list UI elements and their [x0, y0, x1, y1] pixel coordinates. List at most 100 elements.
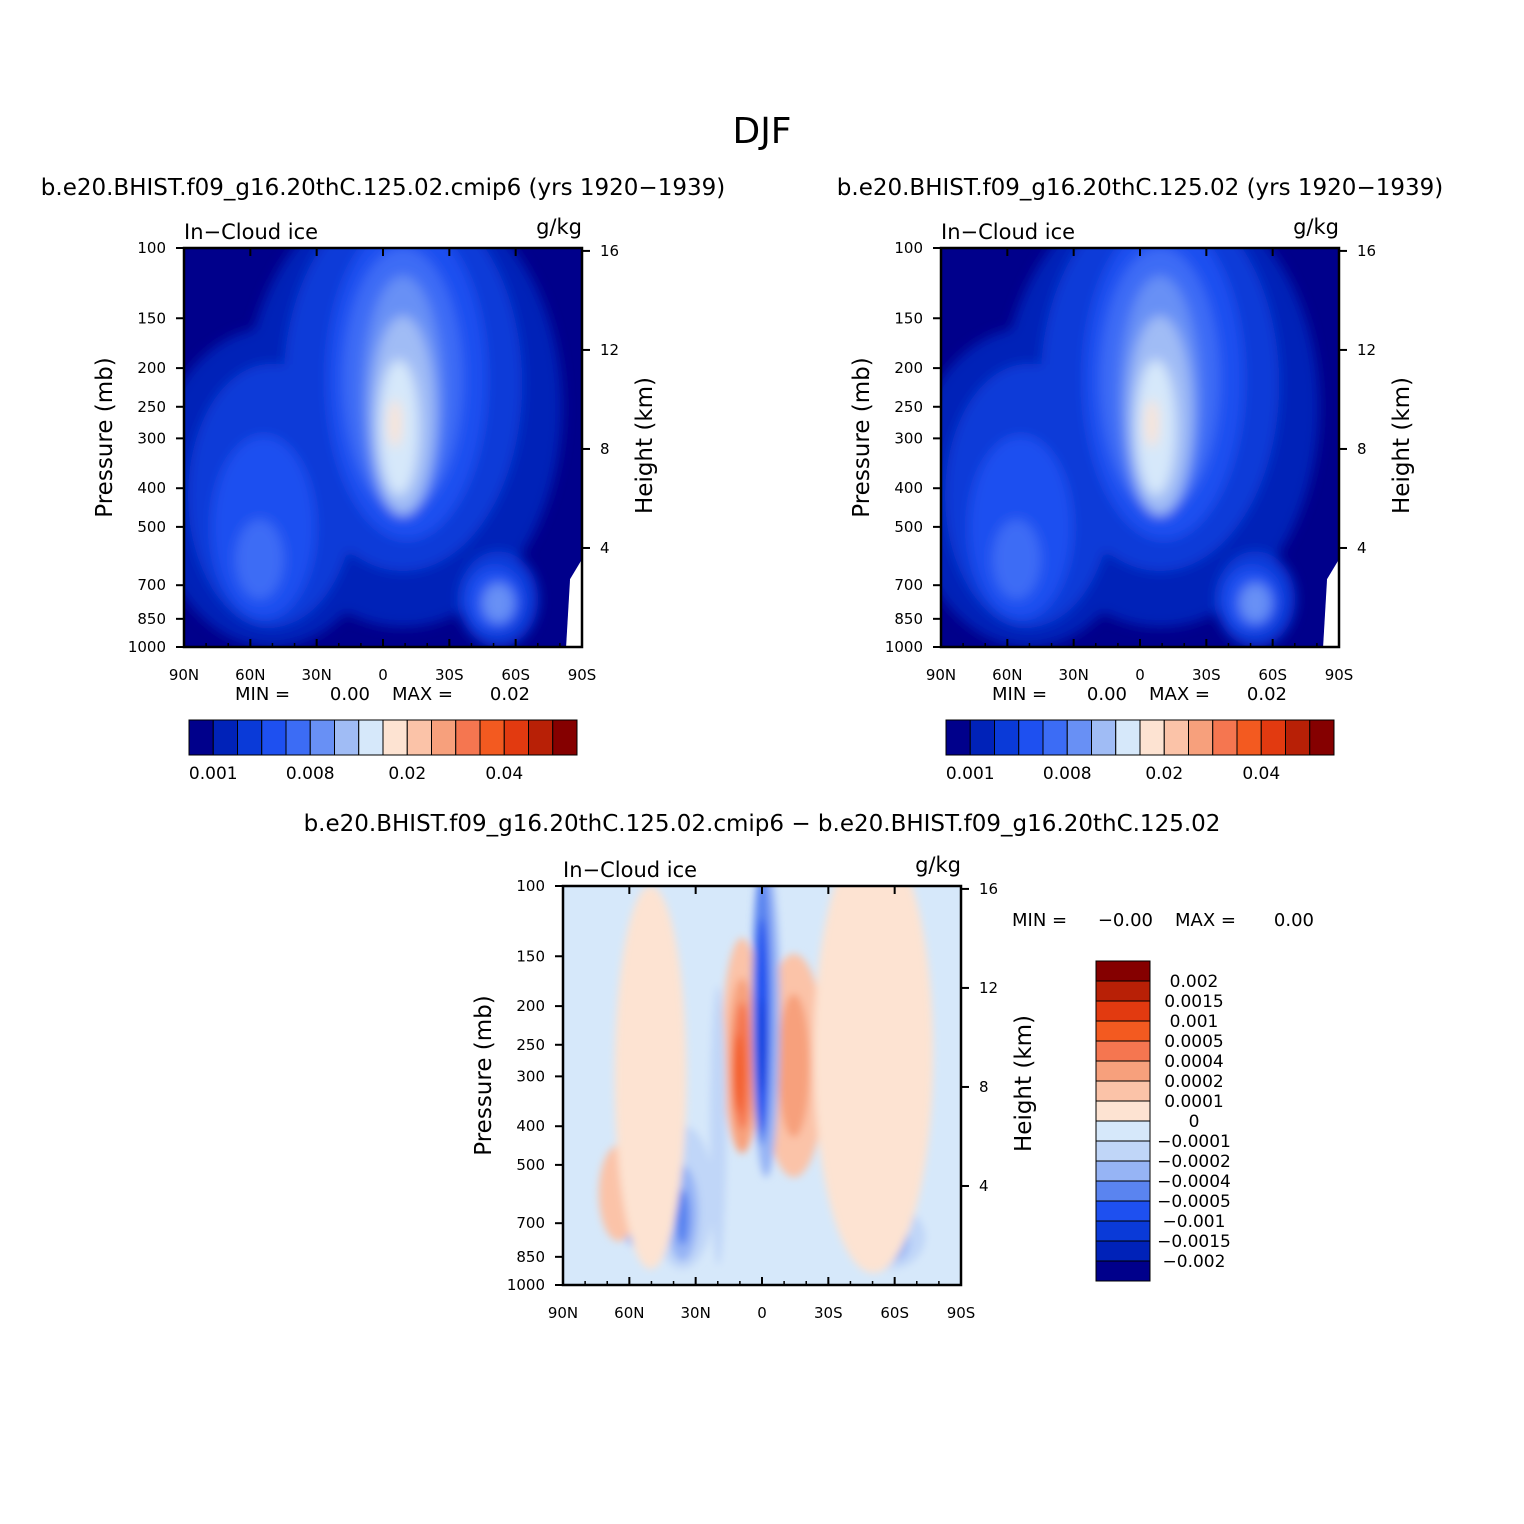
colorbar-box: [1095, 1220, 1151, 1242]
colorbar-label: −0.0001: [1157, 1132, 1231, 1152]
y-tick-label: 200: [516, 997, 545, 1015]
colorbar-box: [1260, 719, 1286, 756]
y-axis-label: Pressure (mb): [92, 357, 118, 517]
colorbar-label: 0.02: [388, 764, 426, 784]
y-right-tick-label: 12: [979, 979, 998, 997]
min-value: 0.00: [1087, 684, 1127, 705]
max-label: MAX =: [1149, 684, 1210, 705]
contour-region: [482, 583, 515, 624]
y-tick-label: 1000: [885, 638, 923, 656]
contour-region: [777, 993, 810, 1138]
y-right-tick-label: 16: [600, 242, 619, 260]
y-tick-label: 300: [137, 429, 166, 447]
colorbar-label: 0.008: [286, 764, 335, 784]
y-right-tick-label: 16: [1357, 242, 1376, 260]
y-right-tick-label: 12: [1357, 341, 1376, 359]
contour-region: [1239, 583, 1272, 624]
contour-region: [235, 519, 284, 600]
colorbar-box: [431, 719, 457, 756]
colorbar-label: 0.0005: [1164, 1032, 1223, 1052]
contour-region: [675, 1189, 690, 1246]
y-right-axis-label: Height (km): [632, 377, 658, 514]
x-tick-label: 90N: [169, 666, 199, 684]
y-tick-label: 150: [137, 309, 166, 327]
x-tick-label: 60N: [614, 1304, 644, 1322]
variable-label: In−Cloud ice: [184, 220, 318, 244]
colorbar-box: [1309, 719, 1335, 756]
x-tick-label: 90N: [548, 1304, 578, 1322]
y-tick-label: 200: [137, 359, 166, 377]
colorbar-label: −0.002: [1163, 1252, 1226, 1272]
colorbar-box: [1095, 1200, 1151, 1222]
x-tick-label: 60S: [501, 666, 530, 684]
colorbar-label: 0.0004: [1164, 1052, 1223, 1072]
colorbar-label: 0.04: [485, 764, 523, 784]
y-axis-label: Pressure (mb): [849, 357, 875, 517]
colorbar-box: [1042, 719, 1068, 756]
colorbar-box: [969, 719, 995, 756]
colorbar-box: [528, 719, 554, 756]
colorbar-box: [1091, 719, 1117, 756]
colorbar-box: [334, 719, 360, 756]
x-tick-label: 30N: [681, 1304, 711, 1322]
y-right-axis-label: Height (km): [1389, 377, 1415, 514]
colorbar-box: [1095, 1240, 1151, 1262]
colorbar-box: [1095, 1020, 1151, 1042]
units-label: g/kg: [915, 853, 961, 877]
colorbar-label: 0.0015: [1164, 992, 1223, 1012]
y-tick-label: 700: [516, 1214, 545, 1232]
colorbar-label: 0.02: [1145, 764, 1183, 784]
contour-region: [614, 886, 687, 1270]
y-right-axis-label: Height (km): [1011, 1015, 1037, 1152]
y-tick-label: 1000: [507, 1276, 545, 1294]
y-tick-label: 400: [137, 479, 166, 497]
colorbar-box: [1095, 1060, 1151, 1082]
colorbar-box: [1095, 1000, 1151, 1022]
x-tick-label: 60N: [235, 666, 265, 684]
colorbar-box: [406, 719, 432, 756]
y-tick-label: 500: [894, 518, 923, 536]
colorbar-box: [1095, 960, 1151, 982]
contour-field: [184, 248, 582, 647]
min-label: MIN =: [235, 684, 290, 705]
colorbar-label: 0.001: [946, 764, 995, 784]
colorbar-box: [994, 719, 1020, 756]
y-tick-label: 850: [894, 610, 923, 628]
y-tick-label: 100: [516, 877, 545, 895]
y-tick-label: 250: [516, 1036, 545, 1054]
max-value: 0.02: [1247, 684, 1287, 705]
x-tick-label: 0: [1135, 666, 1145, 684]
colorbar-box: [945, 719, 971, 756]
colorbar-box: [1095, 1120, 1151, 1142]
variable-label: In−Cloud ice: [941, 220, 1075, 244]
plot-area: In−Cloud ice g/kg 90N 60N 30N 0 30S 60S 90S 100 15…: [849, 215, 1415, 684]
diff-panel-title: b.e20.BHIST.f09_g16.20thC.125.02.cmip6 −…: [304, 811, 1221, 837]
x-tick-label: 60S: [880, 1304, 909, 1322]
x-tick-label: 90S: [568, 666, 597, 684]
y-tick-label: 700: [894, 576, 923, 594]
variable-label: In−Cloud ice: [563, 858, 697, 882]
colorbar-box: [237, 719, 263, 756]
colorbar-box: [503, 719, 529, 756]
colorbar-box: [1188, 719, 1214, 756]
max-label: MAX =: [1175, 910, 1236, 931]
colorbar-label: −0.0015: [1157, 1232, 1231, 1252]
x-tick-label: 90N: [926, 666, 956, 684]
y-tick-label: 300: [894, 429, 923, 447]
contour-region: [813, 886, 934, 1273]
y-right-tick-label: 4: [979, 1177, 989, 1195]
colorbar-label: 0: [1189, 1112, 1200, 1132]
missing-data: [1323, 559, 1339, 647]
y-right-tick-label: 8: [600, 440, 610, 458]
y-right-tick-label: 4: [1357, 539, 1367, 557]
max-value: 0.00: [1274, 910, 1314, 931]
panel-difference: In−Cloud ice g/kg 90N 60N 30N 0 30S 60S 90S 100 15…: [471, 853, 1314, 1322]
contour-field: [941, 248, 1339, 647]
y-axis-label: Pressure (mb): [471, 995, 497, 1155]
panel-title: b.e20.BHIST.f09_g16.20thC.125.02 (yrs 19…: [837, 175, 1443, 201]
colorbar-box: [1095, 1040, 1151, 1062]
contour-region: [1145, 399, 1159, 448]
colorbar-box: [212, 719, 238, 756]
colorbar-box: [1285, 719, 1311, 756]
colorbar-box: [1095, 1100, 1151, 1122]
